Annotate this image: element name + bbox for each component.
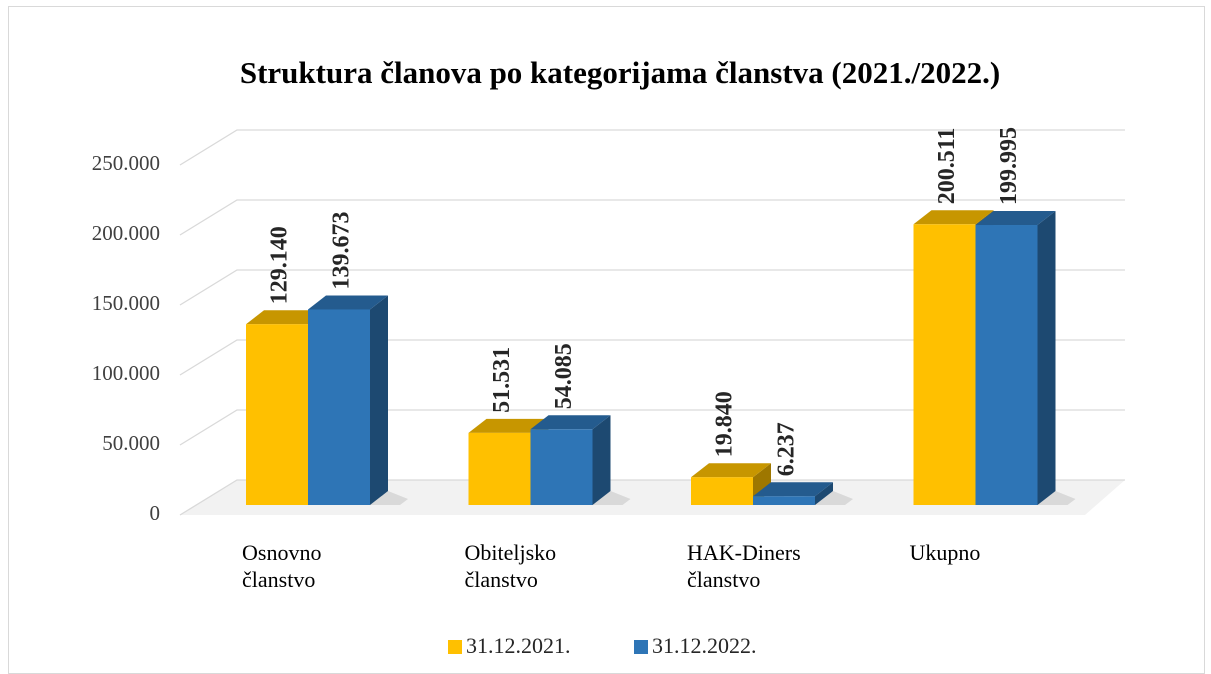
grid-line [179, 129, 1125, 166]
grid-line [179, 339, 1125, 376]
floor [180, 480, 1125, 515]
bar-top [246, 310, 326, 325]
bar [691, 477, 753, 505]
x-tick-label: HAK-Diners članstvo [687, 540, 801, 592]
value-label: 54.085 [551, 343, 577, 409]
value-label: 6.237 [774, 422, 800, 476]
grid-line [179, 479, 1125, 516]
y-tick-label: 150.000 [92, 291, 160, 315]
bar [530, 429, 593, 505]
y-tick-label: 200.000 [92, 221, 160, 245]
bar-side [370, 295, 388, 505]
legend-swatch [448, 640, 462, 654]
value-label: 139.673 [329, 211, 355, 289]
x-tick-label: Obiteljsko članstvo [464, 540, 557, 592]
bar-top [691, 463, 771, 478]
bar-top [913, 210, 994, 225]
y-tick-label: 50.000 [102, 431, 160, 455]
legend-label: 31.12.2021. [466, 633, 571, 658]
bar [753, 496, 815, 505]
grid-line [179, 199, 1125, 236]
value-label: 129.140 [267, 226, 293, 304]
bar [913, 224, 976, 505]
value-label: 199.995 [996, 127, 1022, 205]
bar-top [468, 418, 549, 433]
bar-top [530, 415, 611, 430]
bar-top [975, 211, 1056, 226]
chart-title: Struktura članova po kategorijama članst… [240, 55, 1000, 90]
bar-side [592, 415, 611, 505]
x-tick-label: Osnovno članstvo [242, 540, 322, 592]
bar-top [753, 482, 833, 497]
bar [975, 225, 1038, 505]
bar [468, 432, 531, 505]
value-label: 200.511 [934, 128, 960, 205]
legend-swatch [634, 640, 648, 654]
y-tick-label: 100.000 [92, 361, 160, 385]
y-tick-label: 0 [150, 501, 161, 525]
y-tick-label: 250.000 [92, 151, 160, 175]
grid-line [179, 409, 1125, 446]
bar-top [308, 295, 388, 310]
bar-side [815, 482, 833, 505]
bar [308, 309, 370, 505]
legend-label: 31.12.2022. [652, 633, 757, 658]
bar [246, 324, 308, 505]
value-label: 51.531 [489, 347, 515, 413]
value-label: 19.840 [712, 391, 738, 457]
bar-side [1037, 211, 1056, 505]
grid-line [179, 269, 1125, 306]
x-tick-label: Ukupno [909, 540, 981, 565]
